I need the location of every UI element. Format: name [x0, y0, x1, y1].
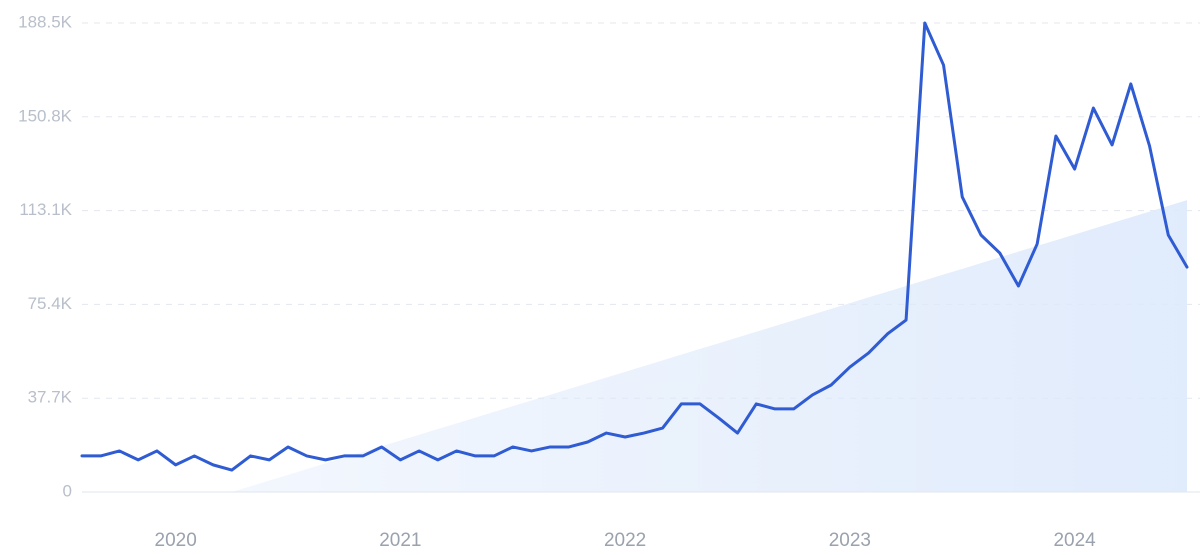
x-tick-label: 2022: [604, 530, 646, 551]
x-tick-label: 2024: [1053, 530, 1096, 551]
y-tick-label: 37.7K: [28, 388, 73, 407]
y-tick-label: 75.4K: [28, 294, 73, 313]
trend-line: [80, 21, 1189, 472]
y-tick-label: 188.5K: [18, 12, 73, 31]
y-tick-label: 150.8K: [18, 106, 73, 125]
y-tick-label: 0: [63, 481, 72, 500]
trend-area: [231, 200, 1187, 492]
x-tick-label: 2023: [829, 530, 871, 551]
y-tick-label: 113.1K: [19, 200, 72, 219]
x-tick-label: 2021: [379, 530, 421, 551]
x-tick-label: 2020: [155, 530, 197, 551]
